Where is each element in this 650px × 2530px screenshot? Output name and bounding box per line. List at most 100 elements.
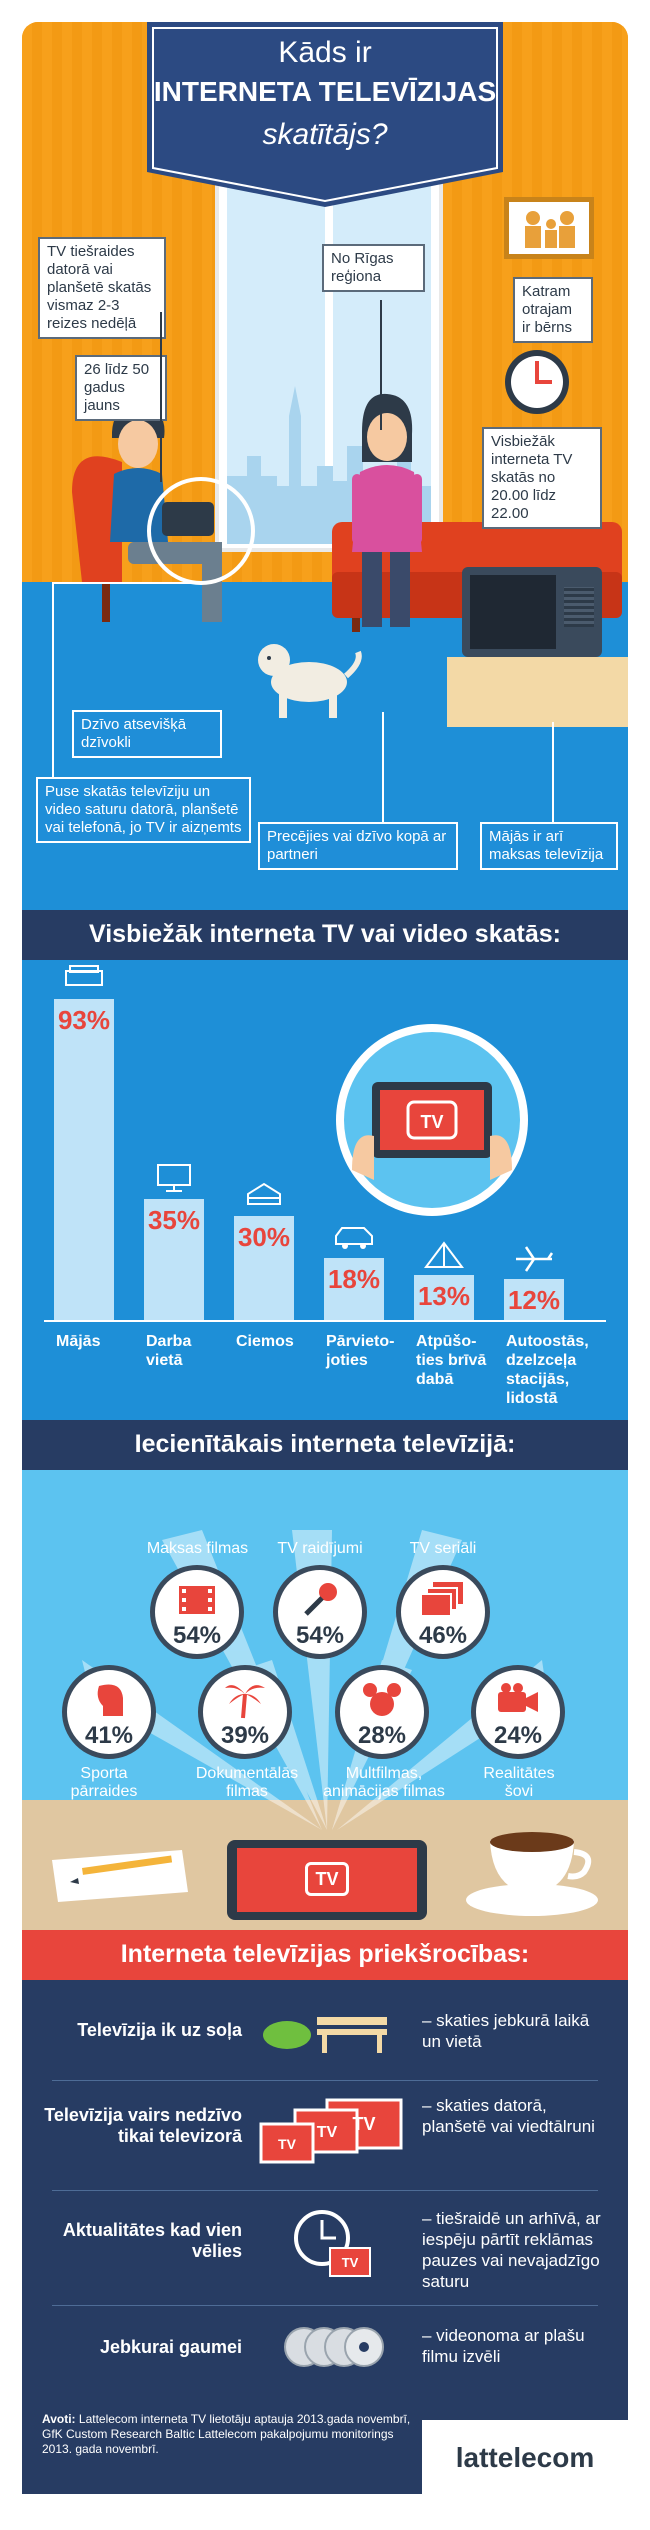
lattelecom-logo: lattelecom: [455, 2442, 595, 2473]
bar-4: [324, 1258, 384, 1320]
advantage-4-right: – videonoma ar plašu filmu izvēli: [422, 2326, 585, 2366]
section2-title: Iecienītākais interneta televīzijā:: [134, 1430, 516, 1458]
reality-circle: 24%: [471, 1665, 565, 1759]
advantage-3-left: Aktualitātes kad vien vēlies: [62, 2220, 242, 2261]
callout-partner: Precējies vai dzīvo kopā ar partneri: [258, 822, 458, 870]
clock-icon: [505, 350, 569, 414]
bar-3: [234, 1216, 294, 1320]
tablet-highlight: [147, 477, 255, 585]
tv-shows-pct: 54%: [295, 1622, 345, 1649]
callout-paytv: Mājās ir arī maksas televīzija: [480, 822, 618, 870]
bar-6-value: 12%: [507, 1285, 561, 1315]
bar-5-value: 13%: [417, 1281, 471, 1311]
tv-shows-circle: 54%: [273, 1565, 367, 1659]
dog-figure: [258, 644, 362, 718]
advantage-4-left: Jebkurai gaumei: [99, 2337, 242, 2357]
bar-chart: 93% Mājās 35% Darba vietā 30% Ciemos 18% Pārvie…: [22, 960, 628, 1420]
bar-1-label: Mājās: [56, 1333, 101, 1350]
coffee-cup-icon: [466, 1832, 598, 1916]
bush-bench-icon: [263, 2017, 387, 2053]
section2-header: Iecienītākais interneta televīzijā:: [22, 1420, 628, 1470]
documentary-pct: 39%: [220, 1722, 270, 1749]
callout-region: No Rīgas reģiona: [322, 244, 425, 292]
advantage-3-right: – tiešraidē un arhīvā, ar iespēju pārtīt…: [422, 2209, 601, 2291]
callout-apartment: Dzīvo atsevišķā dzīvokli: [72, 710, 222, 758]
header-banner: Kāds ir INTERNETA TELEVĪZIJAS skatītājs?: [147, 22, 503, 207]
tent-icon: [424, 1241, 464, 1268]
documentary-circle: 39%: [198, 1665, 292, 1759]
section3-header: Interneta televīzijas priekšrocības:: [22, 1930, 628, 1980]
paid-movies-label: Maksas filmas: [146, 1540, 249, 1557]
svg-text:TV: TV: [342, 2255, 359, 2270]
cartoons-circle: 28%: [335, 1665, 429, 1759]
plane-icon: [516, 1246, 554, 1272]
svg-text:TV: TV: [352, 2114, 375, 2134]
advantage-2-right: – skaties datorā, planšetē vai viedtālru…: [422, 2096, 595, 2136]
bar-2-value: 35%: [147, 1205, 201, 1235]
microphone-icon: [304, 1583, 337, 1616]
advantage-2-left: Televīzija vairs nedzīvo tikai televizor…: [44, 2105, 242, 2146]
tv-screens-icon: TV TV TV: [259, 2098, 403, 2164]
source-note: Avoti: Lattelecom interneta TV lietotāju…: [42, 2412, 412, 2457]
callout-age: 26 līdz 50 gadus jauns: [75, 355, 167, 421]
section1-header: Visbiežāk interneta TV vai video skatās:: [22, 910, 628, 960]
section1-title: Visbiežāk interneta TV vai video skatās:: [89, 920, 561, 948]
callout-half-watch: Puse skatās televīziju un video saturu d…: [36, 777, 251, 843]
sports-circle: 41%: [62, 1665, 156, 1759]
discs-icon: [284, 2327, 384, 2367]
bar-4-value: 18%: [327, 1264, 381, 1294]
scene-card: Kāds ir INTERNETA TELEVĪZIJAS skatītājs?: [22, 22, 628, 910]
sofa-icon: [65, 965, 103, 986]
bar-3-value: 30%: [237, 1222, 291, 1252]
svg-text:TV: TV: [420, 1112, 443, 1132]
car-icon: [335, 1227, 373, 1249]
bar-5-label: Atpūšo- ties brīvā dabā: [416, 1333, 487, 1388]
film-icon: [179, 1586, 215, 1614]
documentary-label: Dokumentālās filmas: [195, 1765, 299, 1800]
clock-tv-icon: TV: [294, 2210, 371, 2277]
advantage-1-right: – skaties jebkurā laikā un vietā: [422, 2011, 590, 2051]
mouse-ears-icon: [363, 1683, 401, 1716]
bar-6-label: Autoostās, dzelzceļa stacijās, lidostā: [506, 1333, 589, 1407]
woman-figure: [352, 393, 422, 627]
chart-baseline: [44, 1320, 606, 1322]
bar-3-label: Ciemos: [236, 1333, 294, 1350]
sports-label: Sporta pārraides: [70, 1765, 138, 1800]
paid-movies-pct: 54%: [172, 1622, 222, 1649]
source-text: Lattelecom interneta TV lietotāju aptauj…: [42, 2412, 411, 2456]
tv-stack-icon: [421, 1582, 463, 1617]
tv-shows-label: TV raidījumi: [277, 1540, 363, 1557]
reality-pct: 24%: [493, 1722, 543, 1749]
bar-6: [504, 1279, 564, 1320]
header-line2: INTERNETA TELEVĪZIJAS: [153, 76, 497, 107]
family-picture: [504, 197, 594, 259]
section3-title: Interneta televīzijas priekšrocības:: [120, 1940, 530, 1968]
callout-child: Katram otrajam ir bērns: [513, 277, 593, 343]
bar-2: [144, 1199, 204, 1320]
section1-chart-card: TV 93% Mājās 35% Darba vietā 30% Ciemos 18% Pār…: [22, 960, 628, 1420]
callout-watch-freq: TV tiešraides datorā vai planšetē skatās…: [38, 237, 166, 339]
header-line3: skatītājs?: [262, 118, 388, 151]
monitor-icon: [157, 1164, 191, 1192]
tv-stand: [447, 657, 628, 727]
video-camera-icon: [498, 1683, 538, 1712]
palm-tree-icon: [225, 1685, 265, 1719]
bar-5: [414, 1275, 474, 1320]
callout-time: Visbiežāk interneta TV skatās no 20.00 l…: [482, 427, 602, 529]
tv-series-circle: 46%: [396, 1565, 490, 1659]
notepad-pencil-icon: [52, 1850, 188, 1902]
section2-card: 54% 54% 46% 41% 39% 28% 24% Maksas filma…: [22, 1470, 628, 1930]
sports-pct: 41%: [84, 1722, 134, 1749]
tablet-tv-badge: TV: [305, 1862, 349, 1896]
tablet-device: TV: [227, 1840, 427, 1920]
reality-label: Realitātes šovi: [483, 1765, 555, 1800]
section3-card: Televīzija ik uz soļa – skaties jebkurā …: [22, 1980, 628, 2494]
advantage-1-left: Televīzija ik uz soļa: [77, 2020, 242, 2040]
family-icon: [525, 211, 575, 248]
tv-series-pct: 46%: [418, 1622, 468, 1649]
cartoons-label: Multfilmas, animācijas filmas: [323, 1765, 445, 1800]
tv-set: [462, 567, 602, 657]
bar-2-label: Darba vietā: [146, 1333, 192, 1369]
source-bold: Avoti:: [42, 2412, 76, 2426]
